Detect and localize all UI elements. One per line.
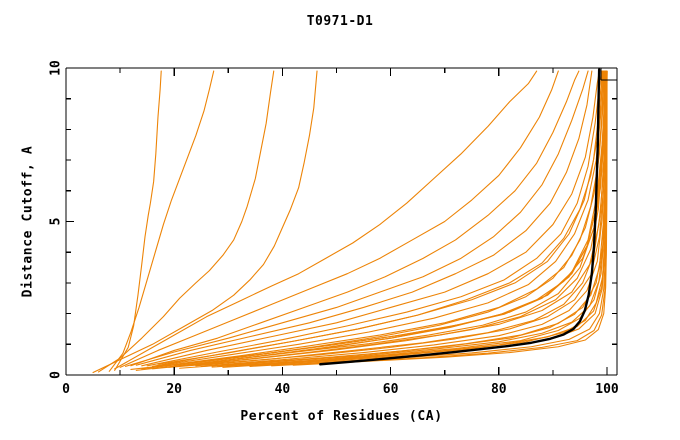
prediction-curve — [249, 70, 608, 367]
x-tick-label: 40 — [275, 382, 291, 397]
prediction-curve — [173, 70, 605, 366]
x-tick-label: 60 — [383, 382, 399, 397]
prediction-curve — [141, 70, 600, 367]
prediction-curve — [211, 70, 608, 368]
prediction-curve — [124, 70, 589, 367]
prediction-curve — [195, 70, 607, 367]
prediction-curve — [222, 70, 608, 368]
prediction-curve — [195, 70, 607, 365]
prediction-curve — [206, 70, 608, 367]
prediction-curve — [119, 70, 559, 368]
prediction-curve — [152, 70, 608, 370]
y-tick-label: 10 — [49, 60, 64, 76]
prediction-curve — [168, 70, 608, 368]
y-tick-label: 0 — [49, 371, 64, 379]
prediction-curve — [146, 70, 603, 367]
reference-curve — [319, 68, 601, 366]
axis-labels: 0 20 40 60 80 100 0 5 10 Percent of Residues (CA)… — [21, 60, 619, 424]
x-tick-label: 0 — [62, 382, 70, 397]
prediction-curve — [130, 70, 607, 371]
y-tick-label: 5 — [49, 218, 64, 226]
x-tick-label: 80 — [491, 382, 507, 397]
y-axis-title: Distance Cutoff, A — [21, 146, 36, 298]
chart-title: T0971-D1 — [306, 14, 374, 29]
prediction-curve — [238, 70, 608, 367]
prediction-curve — [141, 70, 607, 370]
x-tick-label: 20 — [166, 382, 182, 397]
prediction-curve — [135, 70, 607, 371]
prediction-curve — [114, 70, 162, 371]
prediction-curve — [97, 70, 275, 373]
prediction-curve — [157, 70, 604, 365]
prediction-curve — [114, 70, 538, 370]
prediction-curve — [152, 70, 603, 367]
prediction-curve — [130, 70, 580, 367]
prediction-curve — [179, 70, 608, 369]
axes-frame — [65, 67, 618, 376]
prediction-curve — [108, 70, 215, 372]
x-tick-label: 100 — [595, 382, 619, 397]
prediction-curve — [135, 70, 593, 366]
prediction-curve — [92, 70, 318, 374]
curves-layer — [92, 68, 608, 374]
x-axis-title: Percent of Residues (CA) — [240, 409, 442, 424]
prediction-curve — [184, 70, 606, 367]
